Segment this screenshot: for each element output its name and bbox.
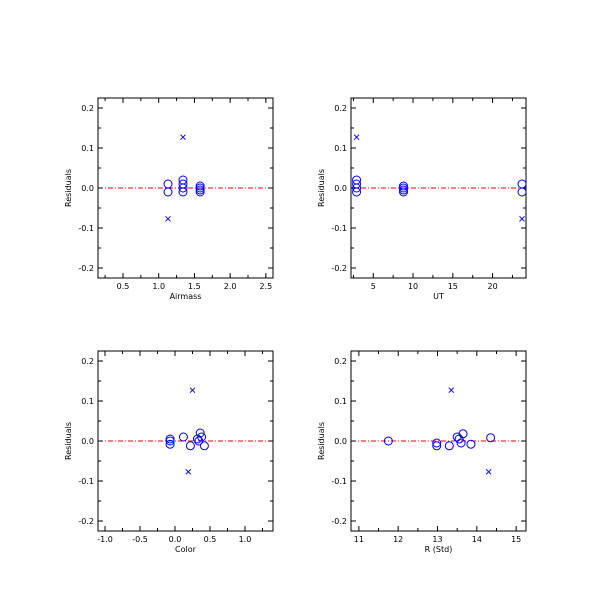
residual-point-circle [195, 187, 205, 197]
residual-point-circle [466, 439, 476, 449]
x-tick-label: 11 [354, 535, 364, 544]
residual-point-cross [353, 134, 360, 141]
x-tick-label: 1.0 [152, 282, 165, 291]
cross-stroke [353, 134, 360, 141]
x-axis-title: Color [175, 545, 197, 554]
y-tick-label: -0.1 [78, 477, 94, 486]
residual-point-circle [432, 438, 442, 448]
residual-point-circle [517, 187, 527, 197]
y-tick-label: 0.2 [334, 357, 347, 366]
residual-point-cross [519, 215, 525, 222]
x-tick-label: 10 [408, 282, 418, 291]
x-tick-label: 15 [448, 282, 458, 291]
y-tick-label: 0.1 [81, 144, 94, 153]
y-tick-label: 0.0 [81, 437, 94, 446]
residual-point-cross [185, 468, 192, 475]
x-tick-label: 20 [487, 282, 497, 291]
cross-stroke [185, 468, 192, 475]
x-tick-label: 12 [393, 535, 403, 544]
cross-stroke [165, 215, 171, 222]
residual-point-circle [444, 441, 454, 451]
residual-panel-4: 11 12 13 14 15 -0.2 -0.1 0.0 0.1 0.2 R (Std) Residu… [317, 350, 527, 554]
residual-point-circle [195, 428, 205, 438]
y-tick-label: -0.2 [78, 517, 94, 526]
residual-panel-1: 0.5 1.0 1.5 2.0 2.5 -0.2 -0.1 0.0 0.1 0.2 Airmass R… [64, 97, 274, 301]
residual-point-circle [165, 436, 175, 446]
y-tick-label: 0.1 [81, 397, 94, 406]
x-tick-label: 1.0 [239, 535, 252, 544]
x-tick-label: -0.5 [132, 535, 148, 544]
residual-panel-3: -1.0 -0.5 0.0 0.5 1.0 -0.2 -0.1 0.0 0.1 0.2 Color R… [64, 350, 274, 554]
x-tick-label: 13 [432, 535, 442, 544]
residual-point-cross [189, 387, 196, 394]
y-tick-label: -0.2 [331, 264, 347, 273]
residual-point-circle [185, 441, 195, 451]
y-tick-label: 0.0 [81, 184, 94, 193]
residual-point-circle [399, 187, 408, 197]
x-tick-label: 0.5 [204, 535, 217, 544]
residual-point-circle [178, 183, 188, 193]
residual-point-circle [192, 434, 202, 444]
residual-point-circle [197, 432, 207, 442]
y-tick-label: 0.2 [334, 104, 347, 113]
y-tick-label: -0.2 [78, 264, 94, 273]
cross-stroke [519, 215, 525, 222]
residual-point-cross [180, 134, 186, 141]
y-tick-label: -0.1 [78, 224, 94, 233]
x-axis-title: Airmass [170, 292, 202, 301]
cross-stroke [189, 387, 196, 394]
y-tick-label: 0.0 [334, 437, 347, 446]
residual-point-circle [432, 441, 442, 451]
x-tick-label: 15 [511, 535, 521, 544]
residual-panel-2: 5 10 15 20 -0.2 -0.1 0.0 0.1 0.2 UT Residuals [317, 97, 527, 301]
residual-point-circle [352, 187, 362, 197]
cross-stroke [485, 468, 492, 475]
cross-stroke [180, 134, 186, 141]
x-tick-label: 1.5 [188, 282, 201, 291]
y-tick-label: 0.1 [334, 144, 347, 153]
residual-point-circle [456, 438, 466, 448]
y-tick-label: 0.0 [334, 184, 347, 193]
x-tick-label: 5 [371, 282, 376, 291]
residual-point-circle [486, 433, 496, 443]
residual-point-cross [485, 468, 492, 475]
residual-point-circle [383, 436, 393, 446]
y-axis-title: Residuals [317, 422, 326, 460]
x-axis-title: R (Std) [425, 545, 453, 554]
residual-point-cross [165, 215, 171, 222]
residual-point-circle [517, 179, 527, 189]
y-tick-label: -0.1 [331, 477, 347, 486]
residual-point-circle [199, 441, 209, 451]
y-tick-label: 0.2 [81, 104, 94, 113]
residual-point-circle [458, 429, 468, 439]
x-axis-title: UT [433, 292, 444, 301]
cross-stroke [448, 387, 455, 394]
residual-point-circle [165, 439, 175, 449]
residual-point-cross [448, 387, 455, 394]
residual-point-circle [352, 183, 362, 193]
residual-point-circle [163, 179, 173, 189]
y-tick-label: -0.2 [331, 517, 347, 526]
residual-point-circle [163, 187, 173, 197]
x-tick-label: 2.0 [224, 282, 237, 291]
x-tick-label: 2.5 [259, 282, 272, 291]
x-tick-label: -1.0 [97, 535, 113, 544]
y-axis-title: Residuals [64, 422, 73, 460]
x-tick-label: 14 [472, 535, 482, 544]
x-tick-label: 0.0 [169, 535, 182, 544]
y-tick-label: 0.1 [334, 397, 347, 406]
y-axis-title: Residuals [64, 169, 73, 207]
y-tick-label: 0.2 [81, 357, 94, 366]
y-axis-title: Residuals [317, 169, 326, 207]
y-tick-label: -0.1 [331, 224, 347, 233]
x-tick-label: 0.5 [117, 282, 130, 291]
residual-point-circle [178, 432, 188, 442]
residual-point-circle [178, 187, 188, 197]
